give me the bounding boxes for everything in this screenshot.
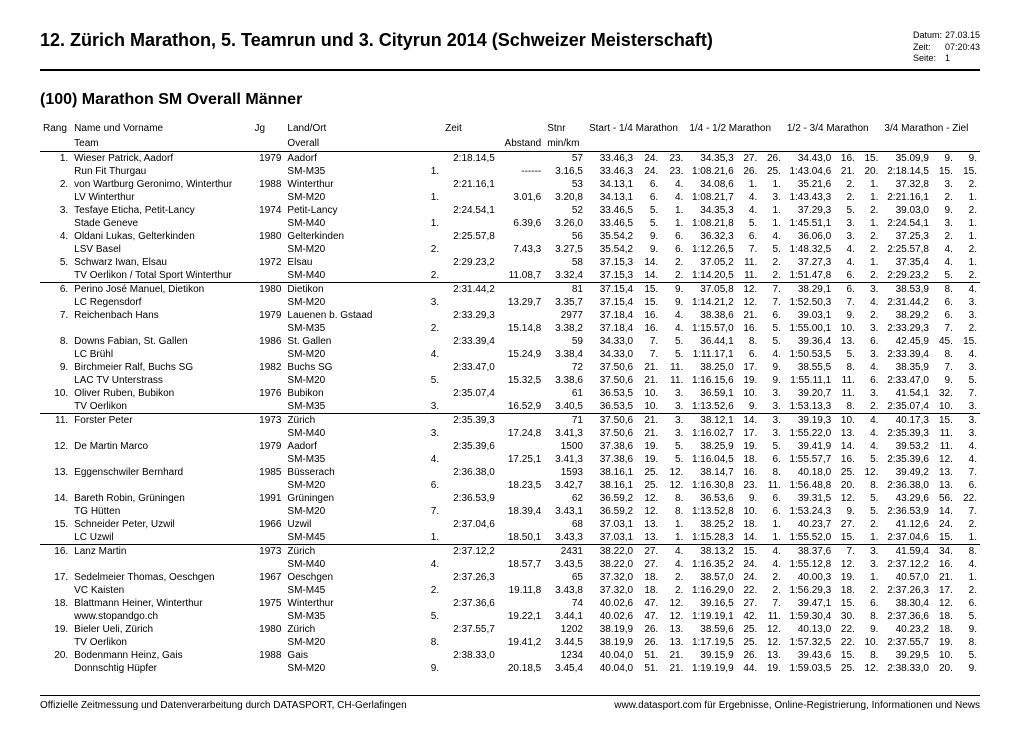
table-row: SM-M404.18.57,73.43,538.22,027.4.1:16.35… (40, 558, 980, 571)
page-header: 12. Zürich Marathon, 5. Teamrun und 3. C… (40, 30, 980, 71)
table-row: SM-M354.17.25,13.41,337.38,619.5.1:16.04… (40, 453, 980, 466)
col-stnr: Stnr (544, 121, 586, 136)
table-row: LV WinterthurSM-M201.3.01,63.20,834.13,1… (40, 191, 980, 204)
table-row: 18.Blattmann Heiner, Winterthur1975Winte… (40, 597, 980, 610)
col-overall: Overall (284, 136, 384, 152)
table-row: LAC TV UnterstrassSM-M205.15.32,53.38,63… (40, 374, 980, 387)
table-row: SM-M206.18.23,53.42,738.16,125.12.1:16.3… (40, 479, 980, 492)
table-row: 14.Bareth Robin, Grüningen1991Grüningen2… (40, 492, 980, 505)
footer-right: www.datasport.com für Ergebnisse, Online… (614, 700, 980, 711)
table-row: 12.De Martin Marco1979Aadorf2:35.39,6150… (40, 440, 980, 453)
table-row: 4.Oldani Lukas, Gelterkinden1980Gelterki… (40, 230, 980, 243)
page-footer: Offizielle Zeitmessung und Datenverarbei… (40, 695, 980, 711)
col-rang: Rang (40, 121, 71, 136)
table-row: Donnschtig HüpferSM-M209.20.18,53.45,440… (40, 662, 980, 675)
col-zeit: Zeit (442, 121, 498, 136)
table-row: 19.Bieler Ueli, Zürich1980Zürich2:37.55,… (40, 623, 980, 636)
page-title: 12. Zürich Marathon, 5. Teamrun und 3. C… (40, 30, 713, 51)
table-row: TV OerlikonSM-M353.16.52,93.40,536.53,51… (40, 400, 980, 414)
table-row: LSV BaselSM-M202.7.43,33.27,535.54,29.6.… (40, 243, 980, 256)
table-row: 2.von Wartburg Geronimo, Winterthur1988W… (40, 178, 980, 191)
table-row: 1.Wieser Patrick, Aadorf1979Aadorf2:18.1… (40, 152, 980, 166)
section-title: (100) Marathon SM Overall Männer (40, 91, 980, 109)
table-row: 6.Perino José Manuel, Dietikon1980Dietik… (40, 283, 980, 297)
table-row: 10.Oliver Ruben, Bubikon1976Bubikon2:35.… (40, 387, 980, 400)
table-row: 17.Sedelmeier Thomas, Oeschgen1967Oeschg… (40, 571, 980, 584)
col-split1: Start - 1/4 Marathon (586, 121, 686, 136)
table-row: 13.Eggenschwiler Bernhard1985Büsserach2:… (40, 466, 980, 479)
col-name: Name und Vorname (71, 121, 251, 136)
table-row: 16.Lanz Martin1973Zürich2:37.12,2243138.… (40, 545, 980, 559)
table-row: Run Fit ThurgauSM-M351.------3.16,533.46… (40, 165, 980, 178)
table-row: LC RegensdorfSM-M203.13.29,73.35,737.15,… (40, 296, 980, 309)
col-split2: 1/4 - 1/2 Marathon (686, 121, 784, 136)
col-split3: 1/2 - 3/4 Marathon (784, 121, 882, 136)
table-row: TV Oerlikon / Total Sport WinterthurSM-M… (40, 269, 980, 283)
col-land: Land/Ort (284, 121, 384, 136)
table-row: 9.Birchmeier Ralf, Buchs SG1982Buchs SG2… (40, 361, 980, 374)
table-row: Stade GeneveSM-M401.6.39,63.26,033.46,55… (40, 217, 980, 230)
header-meta: Datum:27.03.15 Zeit:07:20:43 Seite:1 (913, 30, 980, 65)
table-row: LC BrühlSM-M204.15.24,93.38,434.33,07.5.… (40, 348, 980, 361)
table-row: 11.Forster Peter1973Zürich2:35.39,37137.… (40, 414, 980, 428)
col-abstand: Abstand (442, 136, 544, 152)
table-row: TV OerlikonSM-M208.19.41,23.44,538.19,92… (40, 636, 980, 649)
table-row: 3.Tesfaye Eticha, Petit-Lancy1974Petit-L… (40, 204, 980, 217)
results-table: Rang Name und Vorname Jg Land/Ort Zeit S… (40, 121, 980, 675)
table-row: 15.Schneider Peter, Uzwil1966Uzwil2:37.0… (40, 518, 980, 531)
table-row: VC KaistenSM-M452.19.11,83.43,837.32,018… (40, 584, 980, 597)
col-jg: Jg (252, 121, 285, 136)
table-row: TG HüttenSM-M207.18.39,43.43,136.59,212.… (40, 505, 980, 518)
table-row: 7.Reichenbach Hans1979Lauenen b. Gstaad2… (40, 309, 980, 322)
table-row: LC UzwilSM-M451.18.50,13.43,337.03,113.1… (40, 531, 980, 545)
col-minkm: min/km (544, 136, 586, 152)
footer-left: Offizielle Zeitmessung und Datenverarbei… (40, 700, 407, 711)
col-team: Team (71, 136, 251, 152)
table-row: 8.Downs Fabian, St. Gallen1986St. Gallen… (40, 335, 980, 348)
table-row: SM-M403.17.24,83.41,337.50,621.3.1:16.02… (40, 427, 980, 440)
table-row: 5.Schwarz Iwan, Elsau1972Elsau2:29.23,25… (40, 256, 980, 269)
col-split4: 3/4 Marathon - Ziel (881, 121, 980, 136)
table-row: SM-M352.15.14,83.38,237.18,416.4.1:15.57… (40, 322, 980, 335)
table-row: 20.Bodenmann Heinz, Gais1988Gais2:38.33,… (40, 649, 980, 662)
table-row: www.stopandgo.chSM-M355.19.22,13.44,140.… (40, 610, 980, 623)
